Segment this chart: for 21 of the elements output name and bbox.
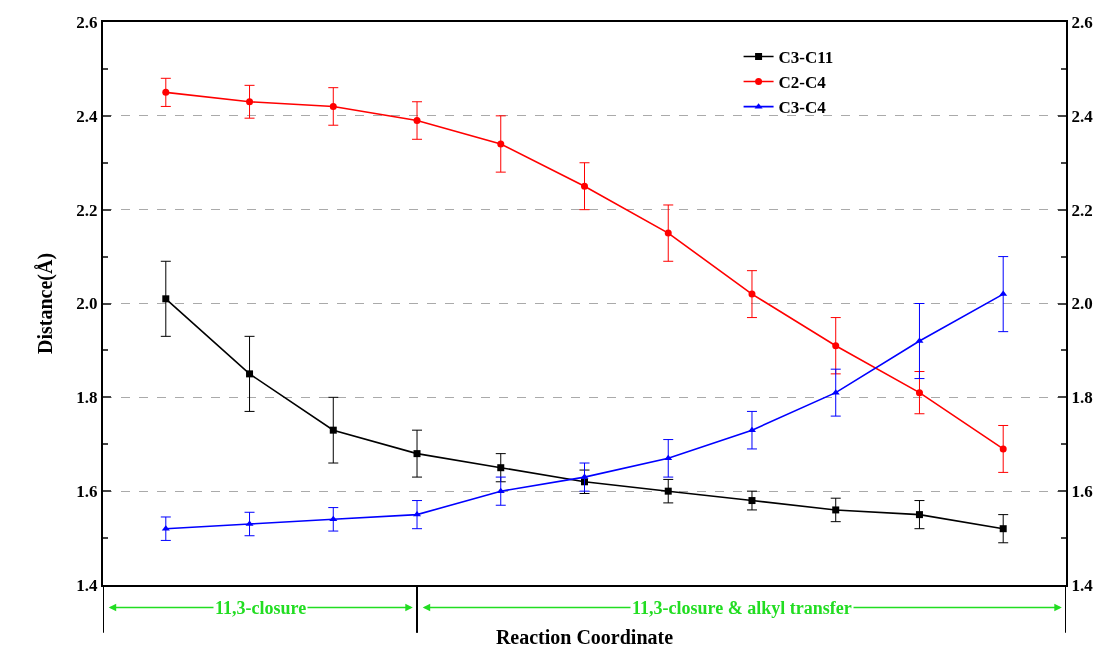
y-axis-title: Distance(Å) [34, 252, 57, 355]
text: 11,3-closure & alkyl transfer [632, 598, 852, 618]
text: 11,3-closure [215, 598, 307, 618]
y-tick-label: 2.6 [76, 12, 98, 32]
y2-tick-label: 1.8 [1071, 388, 1093, 408]
legend-label: C2-C4 [778, 73, 827, 93]
y2-tick-label: 1.4 [1071, 575, 1094, 595]
y-tick-label: 1.6 [76, 482, 98, 502]
y-tick-label: 2.2 [76, 200, 98, 220]
y-tick-label: 2.0 [76, 294, 98, 314]
y-tick-label: 1.4 [76, 575, 99, 595]
y2-tick-label: 2.0 [1071, 294, 1093, 314]
y2-tick-label: 2.6 [1071, 12, 1093, 32]
legend-label: C3-C4 [778, 98, 827, 118]
y2-tick-label: 1.6 [1071, 482, 1093, 502]
y-tick-label: 2.4 [76, 106, 99, 126]
legend-label: C3-C11 [778, 48, 834, 68]
y-tick-label: 1.8 [76, 388, 98, 408]
x-axis-title: Reaction Coordinate [495, 626, 674, 649]
y2-tick-label: 2.2 [1071, 200, 1093, 220]
y2-tick-label: 2.4 [1071, 106, 1094, 126]
